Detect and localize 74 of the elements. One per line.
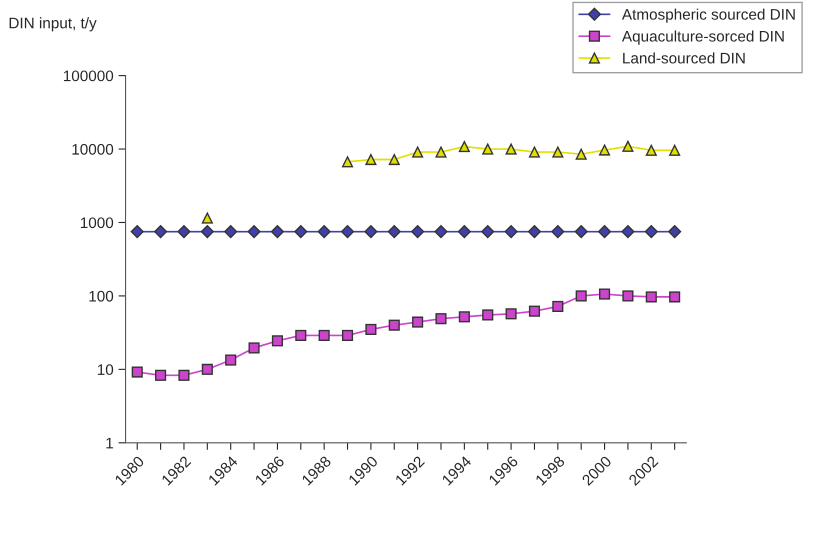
- point: [247, 225, 261, 238]
- y-tick-label: 1000: [80, 217, 114, 228]
- y-tick-label: 100000: [64, 70, 114, 82]
- point: [434, 225, 448, 238]
- point: [248, 342, 260, 354]
- point: [178, 370, 190, 381]
- point: [621, 225, 635, 238]
- y-tick-label: 10000: [72, 144, 114, 155]
- legend-label: Land-sourced DIN: [623, 52, 745, 64]
- point: [272, 335, 283, 346]
- point: [528, 146, 540, 158]
- point: [155, 370, 166, 381]
- point: [528, 306, 540, 317]
- point: [340, 225, 354, 238]
- y-axis-title: DIN input, t/y: [10, 17, 97, 32]
- point: [412, 316, 424, 328]
- point: [224, 225, 238, 238]
- point: [132, 366, 143, 378]
- point: [435, 146, 447, 158]
- point: [458, 225, 471, 238]
- point: [599, 144, 610, 156]
- y-tick-label: 1: [106, 438, 113, 448]
- point: [481, 225, 494, 238]
- point: [412, 146, 424, 158]
- point: [504, 225, 518, 238]
- legend-label: Aquaculture-sorced DIN: [622, 30, 784, 45]
- point: [668, 225, 682, 238]
- point: [482, 309, 494, 321]
- point: [154, 225, 168, 238]
- point: [458, 141, 470, 152]
- point: [552, 300, 564, 312]
- point: [644, 225, 658, 238]
- point: [622, 140, 634, 152]
- point: [200, 225, 214, 238]
- point: [506, 143, 517, 155]
- point: [177, 225, 191, 238]
- point: [388, 154, 400, 166]
- point: [342, 330, 354, 341]
- point: [574, 225, 588, 238]
- point: [294, 225, 308, 238]
- point: [669, 291, 680, 302]
- y-tick-label: 100: [89, 290, 114, 302]
- point: [202, 364, 213, 375]
- y-tick-label: 10: [98, 364, 114, 376]
- point: [130, 225, 144, 238]
- point: [552, 146, 564, 158]
- legend-label: Atmospheric sourced DIN: [622, 8, 795, 23]
- point: [388, 320, 400, 331]
- point: [669, 144, 680, 156]
- point: [528, 225, 542, 238]
- point: [318, 225, 331, 238]
- point: [622, 290, 634, 302]
- point: [646, 291, 657, 302]
- point: [342, 156, 354, 168]
- point: [551, 225, 564, 238]
- point: [318, 330, 330, 341]
- point: [202, 212, 213, 224]
- point: [364, 225, 378, 238]
- point: [576, 148, 587, 160]
- point: [270, 225, 284, 238]
- point: [365, 154, 376, 166]
- point: [482, 143, 494, 155]
- point: [435, 313, 447, 324]
- point: [506, 308, 517, 320]
- point: [599, 288, 610, 300]
- point: [646, 144, 657, 156]
- point: [458, 311, 470, 322]
- point: [411, 225, 424, 238]
- point: [598, 225, 612, 238]
- point: [388, 225, 401, 238]
- point: [295, 330, 306, 341]
- point: [225, 354, 236, 366]
- point: [576, 290, 587, 302]
- point: [365, 324, 376, 335]
